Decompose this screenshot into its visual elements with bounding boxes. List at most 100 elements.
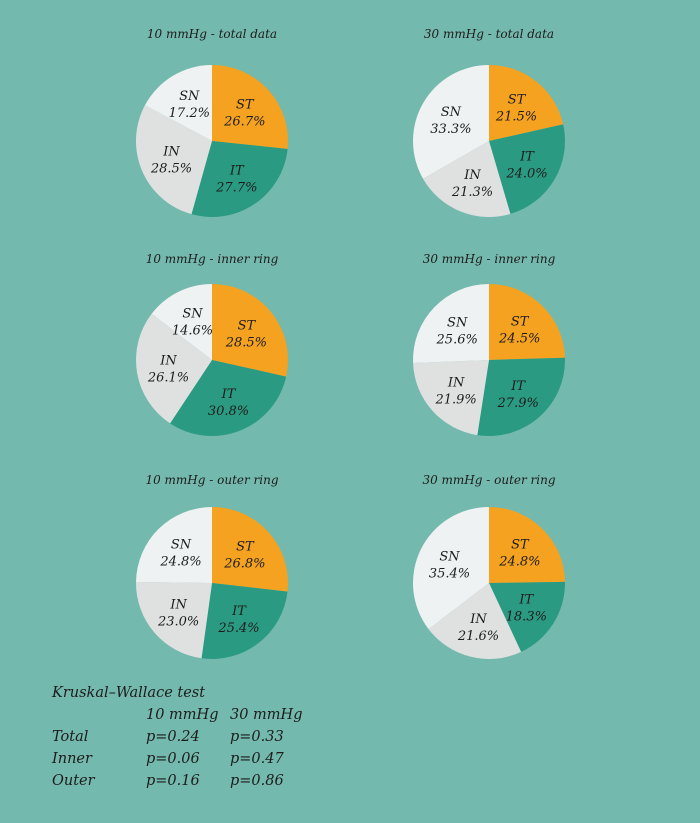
- stats-p10: p=0.06: [146, 751, 200, 767]
- slice-value-label: 30.8%: [208, 404, 249, 419]
- slice-value-label: 27.9%: [497, 396, 539, 411]
- pie-slice-in: [135, 105, 212, 215]
- stats-row-label: Inner: [52, 751, 92, 767]
- chart-title: 30 mmHg - outer ring: [422, 473, 555, 487]
- pie-slice-it: [489, 581, 565, 652]
- pie-slice-sn: [144, 65, 212, 141]
- slice-label: IT: [510, 379, 526, 394]
- slice-label: IT: [221, 387, 237, 402]
- slice-value-label: 17.2%: [169, 106, 210, 121]
- pie-slice-it: [170, 360, 287, 437]
- stats-p30: p=0.47: [230, 751, 284, 767]
- slice-value-label: 24.8%: [498, 555, 540, 570]
- stats-row-label: Total: [52, 729, 89, 745]
- slice-value-label: 21.3%: [451, 185, 493, 200]
- slice-value-label: 27.7%: [215, 181, 257, 196]
- stats-row-inner: Inner p=0.06 p=0.47: [52, 748, 314, 770]
- pie-chart: 10 mmHg - outer ring ST 26.8% IT 25.4% IN 23.0…: [136, 473, 288, 660]
- slice-value-label: 35.4%: [429, 566, 470, 581]
- slice-label: SN: [179, 89, 200, 104]
- pie-slice-st: [489, 507, 565, 583]
- slice-label: ST: [236, 98, 255, 113]
- stats-header-row: 10 mmHg 30 mmHg: [52, 704, 314, 726]
- pie-slice-sn: [136, 507, 212, 583]
- slice-value-label: 26.7%: [223, 115, 265, 130]
- pie-slice-in: [136, 313, 212, 424]
- stats-header-30: 30 mmHg: [230, 707, 303, 723]
- chart-title: 10 mmHg - outer ring: [145, 473, 278, 487]
- pie-charts: 10 mmHg - total data ST 26.7% IT 27.7% IN 28.5…: [135, 27, 566, 660]
- chart-title: 30 mmHg - total data: [424, 27, 554, 41]
- pie-chart: 10 mmHg - inner ring ST 28.5% IT 30.8% IN 26.1…: [136, 252, 289, 437]
- pie-slice-sn: [412, 507, 489, 630]
- stats-header-10: 10 mmHg: [146, 707, 219, 723]
- slice-value-label: 24.8%: [159, 555, 201, 570]
- slice-label: ST: [236, 540, 255, 555]
- pie-chart: 10 mmHg - total data ST 26.7% IT 27.7% IN 28.5…: [135, 27, 289, 217]
- kruskal-wallace-table: Kruskal–Wallace test 10 mmHg 30 mmHg Tot…: [52, 682, 314, 792]
- slice-label: ST: [508, 93, 527, 108]
- slice-label: IT: [231, 604, 247, 619]
- slice-value-label: 21.5%: [495, 110, 537, 125]
- slice-label: ST: [511, 538, 530, 553]
- pie-chart: 30 mmHg - total data ST 21.5% IT 24.0% IN 21.3…: [412, 27, 566, 217]
- pie-slice-st: [212, 65, 289, 149]
- stats-p10: p=0.24: [146, 729, 200, 745]
- slice-value-label: 28.5%: [150, 161, 192, 176]
- slice-value-label: 23.0%: [157, 615, 199, 630]
- chart-title: 10 mmHg - total data: [147, 27, 277, 41]
- pie-slice-in: [423, 141, 511, 217]
- slice-label: IT: [518, 592, 534, 607]
- slice-label: IN: [169, 598, 187, 613]
- pie-slice-sn: [413, 284, 489, 363]
- slice-value-label: 33.3%: [430, 122, 471, 137]
- pie-slice-it: [191, 141, 288, 217]
- stats-row-label: Outer: [52, 773, 95, 789]
- slice-value-label: 24.0%: [505, 166, 547, 181]
- pie-slice-in: [428, 583, 522, 659]
- slice-label: SN: [171, 538, 192, 553]
- slice-value-label: 25.4%: [217, 621, 259, 636]
- pie-slice-it: [477, 357, 566, 437]
- slice-value-label: 14.6%: [172, 324, 213, 339]
- slice-value-label: 21.6%: [457, 629, 499, 644]
- stats-row-outer: Outer p=0.16 p=0.86: [52, 770, 314, 792]
- stats-title: Kruskal–Wallace test: [52, 685, 206, 701]
- pie-slice-st: [212, 507, 288, 592]
- pie-slice-it: [201, 583, 288, 660]
- slice-value-label: 28.5%: [225, 335, 267, 350]
- slice-label: IN: [159, 353, 177, 368]
- pie-slice-in: [136, 582, 212, 659]
- stats-p30: p=0.33: [230, 729, 284, 745]
- slice-label: SN: [447, 315, 468, 330]
- pie-slice-sn: [412, 65, 489, 179]
- pie-slice-sn: [151, 284, 212, 360]
- slice-label: SN: [441, 105, 462, 120]
- stats-p10: p=0.16: [146, 773, 200, 789]
- pie-slice-in: [413, 360, 489, 436]
- slice-value-label: 21.9%: [434, 392, 476, 407]
- slice-value-label: 18.3%: [506, 609, 547, 624]
- slice-label: IN: [162, 144, 180, 159]
- pie-slice-st: [489, 65, 564, 141]
- slice-label: SN: [439, 549, 460, 564]
- pie-chart: 30 mmHg - inner ring ST 24.5% IT 27.9% IN 21.9…: [413, 252, 566, 437]
- chart-title: 10 mmHg - inner ring: [146, 252, 279, 266]
- slice-value-label: 26.1%: [147, 370, 189, 385]
- pie-slice-it: [489, 124, 566, 214]
- slice-label: IN: [469, 612, 487, 627]
- stats-p30: p=0.86: [230, 773, 284, 789]
- pie-chart: 30 mmHg - outer ring ST 24.8% IT 18.3% IN 21.6…: [412, 473, 565, 659]
- chart-title: 30 mmHg - inner ring: [423, 252, 556, 266]
- slice-label: IT: [519, 149, 535, 164]
- stats-header-blank: [52, 704, 146, 726]
- stats-row-total: Total p=0.24 p=0.33: [52, 726, 314, 748]
- slice-label: SN: [182, 307, 203, 322]
- pie-slice-st: [489, 284, 565, 360]
- slice-label: ST: [511, 314, 530, 329]
- slice-value-label: 25.6%: [436, 332, 478, 347]
- slice-value-label: 24.5%: [498, 331, 540, 346]
- slice-label: IN: [463, 168, 481, 183]
- slice-label: IT: [229, 164, 245, 179]
